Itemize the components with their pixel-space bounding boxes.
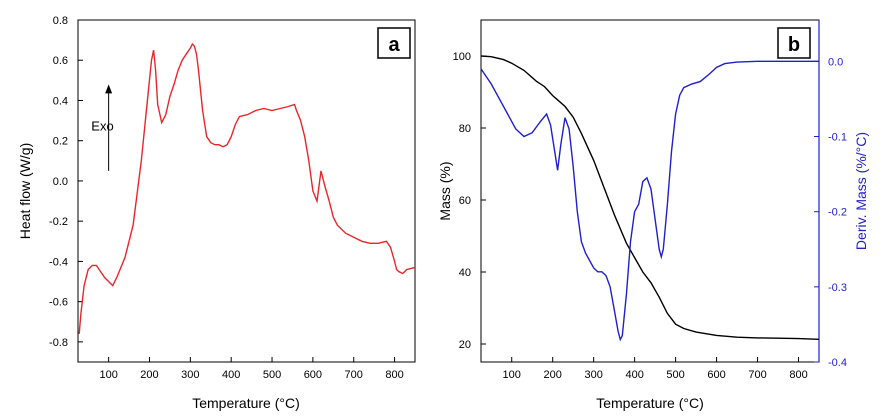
panel-b-label-box — [777, 27, 811, 59]
panel-b-ytick-label-left: 100 — [453, 51, 471, 63]
panel-b-ylabel-left: Mass (%) — [437, 161, 453, 220]
exo-annotation-label: Exo — [91, 119, 113, 134]
panel-b-label: b — [788, 34, 800, 56]
panel-b-ytick-label-left: 20 — [459, 339, 471, 351]
exo-arrowhead — [105, 84, 113, 94]
panel-a-ytick-label: -0.6 — [49, 297, 68, 309]
panel-b-ytick-label-right: -0.4 — [828, 357, 847, 369]
panel-b-ytick-label-right: -0.1 — [828, 132, 847, 144]
panel-a-xlabel: Temperature (°C) — [192, 395, 300, 411]
panel-a-xtick-label: 300 — [181, 369, 199, 381]
panel-b-xlabel: Temperature (°C) — [596, 395, 704, 411]
panel-a-xtick-label: 700 — [345, 369, 363, 381]
panel-b-series — [480, 55, 820, 342]
panel-b-xtick-label: 800 — [789, 369, 807, 381]
panel-a-ytick-label: -0.2 — [49, 216, 68, 228]
panel-b-ylabel-right: Deriv. Mass (%/°C) — [853, 132, 869, 250]
panel-a-ytick-label: 0.0 — [53, 176, 68, 188]
panel-b-xtick-label: 600 — [707, 369, 725, 381]
panel-b-xtick-label: 700 — [748, 369, 766, 381]
panel-b-xtick-label: 100 — [503, 369, 521, 381]
panel-b-ytick-label-right: 0.0 — [828, 56, 843, 68]
panel-a-label: a — [388, 34, 400, 56]
panel-a-xtick-label: 500 — [263, 369, 281, 381]
panel-a-ylabel: Heat flow (W/g) — [17, 143, 33, 239]
panel-b-xtick-label: 200 — [544, 369, 562, 381]
panel-a-xtick-label: 200 — [140, 369, 158, 381]
panel-b-xtick-label: 300 — [584, 369, 602, 381]
panel-a-label-box — [377, 27, 411, 59]
panel-a-ytick-label: -0.4 — [49, 256, 68, 268]
mass-series-line — [480, 55, 820, 340]
panel-a-ytick-label: 0.2 — [53, 136, 68, 148]
panel-a-ticks: 100 200 300 400 500 600 700 800 -0.8 -0.6 -0.4 -0.2… — [49, 15, 404, 381]
panel-a-ytick-label: 0.8 — [53, 15, 68, 27]
panel-b-plot-frame — [480, 19, 820, 363]
panel-b-ytick-label-left: 80 — [459, 123, 471, 135]
panel-b-xtick-label: 400 — [625, 369, 643, 381]
panel-a-ytick-label: 0.6 — [53, 55, 68, 67]
panel-a-plot-frame — [77, 19, 416, 363]
panel-b-ytick-label-left: 60 — [459, 195, 471, 207]
panel-b-ticks: 100 200 300 400 500 600 700 800 20 40 60 80 100 -0.4 -… — [453, 51, 847, 381]
panel-a-xtick-label: 600 — [304, 369, 322, 381]
panel-a-ytick-label: -0.8 — [49, 337, 68, 349]
panel-a-xtick-label: 400 — [222, 369, 240, 381]
panel-a-ytick-label: 0.4 — [53, 95, 68, 107]
panel-a-series — [78, 42, 416, 334]
panel-a-exo-annotation: Exo — [91, 84, 114, 171]
panel-b-ytick-label-right: -0.3 — [828, 282, 847, 294]
heat-flow-series-line — [78, 42, 416, 334]
panel-b-ytick-label-left: 40 — [459, 267, 471, 279]
panel-a-xtick-label: 800 — [385, 369, 403, 381]
deriv-mass-series-line — [480, 60, 819, 342]
panel-a-xtick-label: 100 — [99, 369, 117, 381]
panel-b-ytick-label-right: -0.2 — [828, 207, 847, 219]
panel-b-xtick-label: 500 — [666, 369, 684, 381]
